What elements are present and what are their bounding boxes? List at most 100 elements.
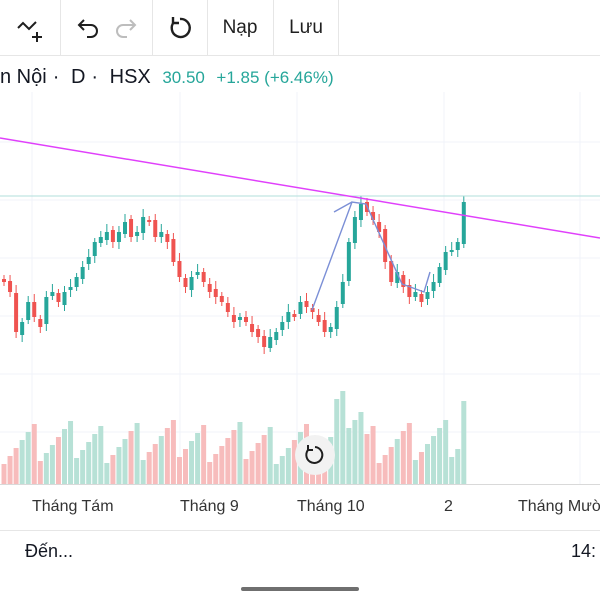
candlesticks	[2, 196, 466, 354]
clock-time: 14:	[571, 541, 597, 561]
candle-body	[437, 267, 442, 283]
volume-bar	[346, 428, 352, 484]
candle-body	[280, 322, 285, 330]
candle-body	[74, 277, 79, 287]
volume-bar	[255, 443, 261, 484]
candle-body	[80, 267, 85, 279]
candle-body	[395, 272, 400, 283]
candle-body	[207, 284, 212, 292]
volume-bar	[183, 449, 188, 484]
volume-bar	[418, 452, 424, 484]
go-to-date-button[interactable]: Đến...	[25, 541, 74, 561]
candle-body	[286, 312, 291, 322]
time-axis[interactable]: Tháng Tám Tháng 9 Tháng 10 2 Tháng Mười	[0, 484, 600, 530]
pattern-drawing	[311, 201, 431, 311]
candle-body	[340, 282, 345, 304]
volume-bar	[13, 448, 19, 484]
volume-bar	[134, 423, 140, 484]
volume-bars	[1, 391, 467, 484]
add-indicator-button[interactable]	[0, 0, 60, 55]
volume-bar	[261, 435, 267, 484]
undo-button[interactable]	[68, 0, 106, 55]
symbol-timeframe: D	[70, 66, 86, 88]
chart-canvas[interactable]	[0, 92, 600, 484]
candle-body	[334, 307, 339, 329]
volume-bar	[406, 423, 412, 484]
volume-bar	[146, 452, 152, 484]
candle-body	[268, 337, 273, 348]
candle-body	[274, 332, 279, 340]
candle-body	[135, 232, 140, 236]
time-axis-label: Tháng 9	[180, 498, 239, 515]
volume-bar	[25, 432, 31, 484]
reset-chart-button[interactable]	[295, 435, 335, 475]
volume-bar	[37, 461, 43, 484]
volume-bar	[376, 463, 382, 484]
volume-bar	[370, 426, 376, 484]
redo-icon	[116, 18, 137, 38]
volume-bar	[176, 457, 182, 484]
volume-bar	[92, 434, 98, 484]
volume-bar	[7, 456, 13, 484]
load-button[interactable]: Nạp	[208, 0, 272, 55]
volume-bar	[43, 453, 49, 484]
volume-bar	[164, 428, 170, 484]
candle-body	[116, 232, 121, 242]
grid-lines	[0, 92, 600, 484]
volume-bar	[31, 424, 37, 484]
redo-button[interactable]	[108, 0, 146, 55]
volume-bar	[394, 439, 400, 484]
candle-body	[32, 302, 37, 317]
candle-body	[153, 220, 158, 237]
candle-body	[377, 222, 382, 232]
candle-body	[141, 217, 146, 233]
volume-bar	[49, 445, 55, 484]
candle-body	[68, 287, 73, 290]
volume-bar	[140, 460, 146, 484]
candle-body	[328, 327, 333, 332]
volume-bar	[364, 434, 370, 484]
time-axis-label: Tháng Tám	[32, 498, 114, 515]
volume-bar	[388, 447, 394, 484]
candle-body	[219, 296, 224, 302]
candle-body	[2, 279, 6, 282]
candle-body	[443, 252, 448, 270]
volume-bar	[400, 431, 406, 484]
candle-body	[98, 237, 103, 243]
candle-body	[159, 232, 164, 237]
volume-bar	[382, 455, 388, 484]
save-button[interactable]: Lưu	[274, 0, 338, 55]
volume-bar	[55, 437, 61, 484]
candle-body	[322, 320, 327, 332]
reset-icon	[305, 445, 324, 464]
candle-body	[129, 219, 134, 237]
candle-body	[50, 292, 55, 296]
volume-bar	[340, 391, 346, 484]
reload-button[interactable]	[158, 0, 202, 55]
volume-bar	[291, 440, 297, 484]
volume-bar	[237, 422, 243, 484]
time-axis-label: Tháng 10	[297, 498, 365, 515]
volume-bar	[116, 447, 122, 484]
candle-body	[407, 285, 412, 297]
candle-body	[147, 220, 152, 222]
candle-body	[431, 282, 436, 291]
symbol-exchange: HSX	[109, 66, 151, 88]
volume-bar	[425, 444, 430, 484]
trend-line	[0, 137, 600, 239]
volume-bar	[443, 420, 449, 484]
separator-dot: ·	[52, 66, 60, 88]
reload-icon	[170, 16, 191, 38]
candle-body	[8, 281, 13, 292]
candle-body	[26, 302, 31, 320]
volume-bar	[249, 451, 255, 484]
volume-bar	[170, 420, 176, 484]
candle-body	[292, 314, 297, 317]
candle-body	[189, 277, 194, 290]
price-chart[interactable]	[0, 92, 600, 484]
candle-body	[455, 242, 460, 250]
volume-bar	[267, 427, 273, 484]
candle-body	[225, 303, 230, 312]
candle-body	[316, 315, 321, 322]
volume-bar	[86, 442, 92, 484]
